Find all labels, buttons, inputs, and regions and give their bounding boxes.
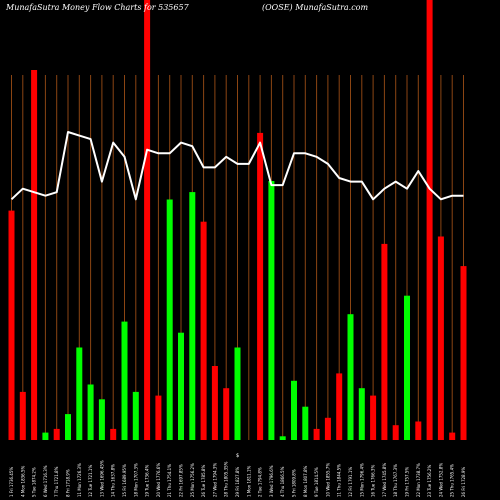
bar (76, 347, 83, 440)
bar (110, 428, 117, 440)
bar (279, 436, 286, 440)
x-tick-label: 9 Tue 1814.5% (314, 467, 319, 497)
x-tick-label: 4 Mon 1836.5% (20, 465, 25, 497)
x-tick-label: 7 Thu 1721.8% (54, 466, 59, 497)
bar (200, 221, 207, 440)
chart-subtitle: (OOSE) MunafaSutra.com (262, 3, 369, 12)
x-tick-label: 8 Mon 1807.8% (303, 465, 308, 497)
x-tick-label: 23 Tue 1756.2% (427, 465, 432, 497)
x-tick-label: 28 Thu 1805.35% (224, 461, 229, 497)
bar (31, 70, 38, 440)
bar (155, 395, 162, 440)
bar (358, 388, 365, 440)
bar (336, 373, 343, 440)
x-tick-label: 5 Tue 1874.2% (32, 467, 37, 497)
bar (415, 421, 422, 440)
bar (381, 243, 388, 440)
bar (42, 432, 49, 440)
bar (121, 321, 128, 440)
bar (404, 295, 410, 440)
bar (392, 425, 399, 440)
x-tick-label: 18 Thu 1767.3% (393, 464, 398, 497)
bar (426, 0, 433, 440)
x-tick-label: 21 Thu 1754.1% (167, 464, 172, 497)
x-tick-label: 12 Tue 1721.1% (88, 465, 93, 497)
bar (460, 266, 467, 440)
x-tick-label: 11 Mon 1726.3% (77, 463, 82, 497)
bar (19, 391, 26, 440)
bar (132, 391, 139, 440)
x-tick-label: 24 Wed 1752.8% (438, 463, 443, 497)
x-tick-label: 29 Fri 1827.8% (235, 467, 240, 497)
bar (211, 366, 218, 440)
x-tick-label: 5 Fri 1809.8% (292, 469, 297, 497)
x-tick-label: 8 Fri 1718.9% (66, 469, 71, 497)
x-tick-label: 1 Mon 1811.1% (246, 465, 251, 497)
x-tick-label: 15 Mon 1796.4% (359, 463, 364, 497)
bar (370, 395, 377, 440)
bar (166, 199, 173, 440)
x-tick-label: 25 Mon 1756.2% (190, 463, 195, 497)
x-tick-label: 6 Wed 1716.3% (43, 465, 48, 497)
x-tick-label: 22 Fri 1697.85% (179, 464, 184, 497)
bar (178, 332, 184, 440)
bar (87, 384, 94, 440)
x-tick-label: 19 Tue 1736.4% (145, 465, 150, 497)
bar (324, 417, 331, 440)
bar (268, 181, 275, 440)
x-tick-label: 10 Wed 1855.7% (325, 463, 330, 497)
bar (223, 388, 230, 440)
x-tick-label: 17 Wed 1745.8% (382, 463, 387, 497)
x-tick-label: 26 Tue 1785.8% (201, 465, 206, 497)
x-tick-label: 14 Thu 1637.8% (111, 464, 116, 497)
x-tick-label: 1 Fri 1736.45% (9, 467, 14, 497)
bar-series (8, 0, 467, 440)
x-tick-label: 3 Wed 1796.6% (269, 465, 274, 497)
bar (449, 432, 456, 440)
x-tick-labels: 1 Fri 1736.45% 4 Mon 1836.5% 5 Tue 1874.2%… (9, 460, 466, 497)
x-tick-label: 20 Wed 1776.6% (156, 463, 161, 497)
bar (65, 414, 71, 440)
bar (347, 314, 354, 440)
bar (53, 428, 60, 440)
bar (189, 192, 196, 440)
x-tick-label: 18 Mon 1707.3% (133, 463, 138, 497)
x-tick-label: 12 Fri 1791.1% (348, 467, 353, 497)
x-tick-label: 27 Wed 1794.3% (212, 463, 217, 497)
bar (8, 210, 15, 440)
x-tick-label: 19 Fri 1757.5% (405, 467, 410, 497)
x-tick-label: 11 Thu 1844.5% (337, 464, 342, 497)
bar (291, 380, 297, 440)
chart-title: MunafaSutra Money Flow Charts for 535657 (5, 3, 190, 12)
bar (257, 132, 264, 440)
axis-symbol: $ (236, 453, 239, 459)
x-tick-label: 2 Tue 1794.8% (258, 467, 263, 497)
bar (302, 406, 309, 440)
money-flow-line (10, 131, 464, 201)
bar (313, 428, 320, 440)
x-tick-label: 13 Wed 1696.45% (99, 460, 104, 497)
x-tick-label: 26 Fri 1728.9% (461, 467, 466, 497)
x-tick-label: 15 Fri 1689.95% (122, 464, 127, 497)
x-tick-label: 25 Thu 1765.4% (450, 464, 455, 497)
x-tick-label: 22 Mon 1738.7% (416, 463, 421, 497)
x-tick-label: 16 Tue 1766.3% (371, 465, 376, 497)
bar (437, 236, 444, 440)
bar (234, 347, 241, 440)
bar (98, 399, 105, 440)
bar (144, 0, 151, 440)
x-tick-label: 4 Thu 1866.5% (280, 466, 285, 497)
